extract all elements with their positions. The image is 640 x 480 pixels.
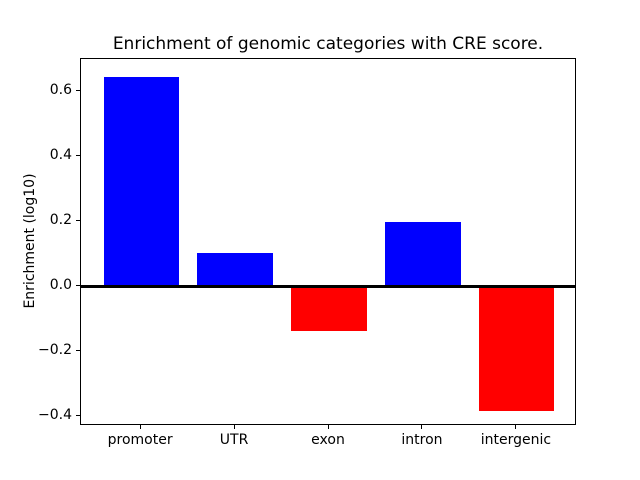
y-tick-label: −0.4 bbox=[38, 407, 72, 424]
y-tick-label: 0.0 bbox=[49, 277, 72, 294]
y-tick-mark bbox=[76, 219, 80, 221]
x-tick-mark bbox=[233, 425, 235, 429]
plot-area bbox=[80, 58, 576, 425]
x-tick-label-intron: intron bbox=[401, 432, 443, 448]
x-tick-label-intergenic: intergenic bbox=[480, 432, 552, 448]
bar-UTR bbox=[197, 252, 273, 287]
y-tick-mark bbox=[76, 284, 80, 286]
y-tick-mark bbox=[76, 154, 80, 156]
bar-promoter bbox=[103, 76, 179, 287]
y-tick-label: 0.2 bbox=[49, 212, 72, 229]
bar-intergenic bbox=[479, 286, 555, 411]
y-tick-label: 0.4 bbox=[49, 147, 72, 164]
x-tick-mark bbox=[515, 425, 517, 429]
y-tick-label: 0.6 bbox=[49, 82, 72, 99]
bar-exon bbox=[291, 286, 367, 332]
y-tick-mark bbox=[76, 89, 80, 91]
y-tick-mark bbox=[76, 414, 80, 416]
x-tick-mark bbox=[421, 425, 423, 429]
bar-intron bbox=[385, 222, 461, 287]
x-tick-label-UTR: UTR bbox=[219, 432, 249, 448]
y-tick-mark bbox=[76, 349, 80, 351]
zero-line bbox=[81, 284, 575, 288]
x-tick-label-promoter: promoter bbox=[107, 432, 173, 448]
chart-title: Enrichment of genomic categories with CR… bbox=[112, 34, 544, 54]
x-tick-mark bbox=[139, 425, 141, 429]
y-tick-label: −0.2 bbox=[38, 342, 72, 359]
x-tick-mark bbox=[327, 425, 329, 429]
x-tick-label-exon: exon bbox=[311, 432, 345, 448]
